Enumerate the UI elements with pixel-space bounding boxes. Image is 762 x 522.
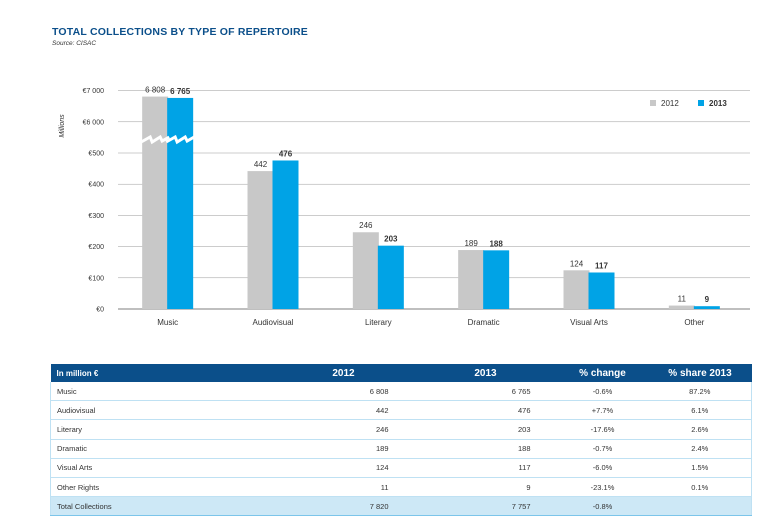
axis-break-mark: [165, 134, 195, 145]
table-cell: 0.1%: [648, 477, 752, 498]
data-label: 189: [464, 239, 478, 248]
y-tick-label: €100: [88, 275, 104, 282]
table-cell: 124: [272, 458, 415, 478]
y-tick-label: €500: [88, 151, 104, 158]
collections-table: In million € 2012 2013 % change % share …: [50, 364, 752, 517]
table-total-row: Total Collections 7 820 7 757 -0.8%: [50, 496, 752, 517]
x-tick-label: Music: [157, 318, 178, 327]
table-cell: 6 765: [414, 382, 557, 402]
bar-2013: [693, 306, 720, 309]
table-cell: 6.1%: [648, 400, 752, 421]
table-cell: +7.7%: [556, 400, 649, 421]
y-tick-label: €200: [88, 244, 104, 251]
table-header: In million €: [50, 364, 273, 382]
x-tick-label: Dramatic: [468, 318, 500, 327]
table-header: % change: [556, 364, 649, 382]
table-cell: Dramatic: [50, 439, 273, 459]
table-cell: 476: [414, 400, 557, 421]
x-tick-label: Audiovisual: [253, 318, 294, 327]
table-cell: Literary: [50, 419, 273, 440]
x-tick-label: Literary: [365, 318, 392, 327]
bar-2013: [588, 272, 615, 309]
data-label: 124: [570, 259, 584, 268]
legend-swatch-2012: [650, 100, 656, 106]
data-label: 476: [279, 149, 293, 158]
x-tick-label: Visual Arts: [570, 318, 608, 327]
table-cell: 7 757: [414, 496, 557, 517]
table-cell: 1.5%: [648, 458, 752, 478]
bar-2012: [142, 96, 169, 310]
table-cell: Audiovisual: [50, 400, 273, 421]
table-cell: 6 808: [272, 382, 415, 402]
data-label: 6 765: [170, 87, 191, 96]
y-tick-label: €0: [96, 307, 104, 314]
table-header: 2012: [272, 364, 415, 382]
table-cell: Other Rights: [50, 477, 273, 498]
legend-swatch-2013: [698, 100, 704, 106]
data-label: 442: [254, 160, 268, 169]
data-label: 117: [595, 261, 608, 270]
y-tick-label: €7 000: [83, 88, 105, 95]
table-cell: -0.6%: [556, 382, 649, 402]
table-row: Visual Arts 124 117 -6.0% 1.5%: [50, 458, 752, 478]
bar-2012: [563, 270, 590, 309]
table-row: Audiovisual 442 476 +7.7% 6.1%: [50, 400, 752, 421]
table-cell: 189: [272, 439, 415, 459]
bar-2013: [377, 245, 404, 309]
table-cell: 246: [272, 419, 415, 440]
axis-break-mark: [140, 134, 170, 145]
table-cell: -0.7%: [556, 439, 649, 459]
table-cell: 2.6%: [648, 419, 752, 440]
table-cell: 2.4%: [648, 439, 752, 459]
table-cell: 188: [414, 439, 557, 459]
table-cell: [648, 496, 752, 517]
table-row: Dramatic 189 188 -0.7% 2.4%: [50, 439, 752, 459]
table-cell: 87.2%: [648, 382, 752, 402]
bar-2013: [272, 160, 299, 309]
y-axis-title: Millions: [59, 114, 66, 138]
bar-2012: [352, 232, 379, 309]
y-tick-label: €6 000: [83, 119, 105, 126]
table-row: Other Rights 11 9 -23.1% 0.1%: [50, 477, 752, 498]
y-tick-label: €400: [88, 182, 104, 189]
table-cell: 203: [414, 419, 557, 440]
table-cell: Total Collections: [50, 496, 273, 517]
data-label: 246: [359, 221, 373, 230]
chart-source: Source: CISAC: [52, 40, 97, 47]
bar-2012: [668, 305, 695, 309]
chart-title: TOTAL COLLECTIONS BY TYPE OF REPERTOIRE: [52, 26, 308, 38]
table-cell: Music: [50, 382, 273, 402]
x-tick-label: Other: [684, 318, 704, 327]
table-row: Literary 246 203 -17.6% 2.6%: [50, 419, 752, 440]
table-cell: 117: [414, 458, 557, 478]
table-header: % share 2013: [648, 364, 752, 382]
table-cell: 11: [272, 477, 415, 498]
table-cell: 7 820: [272, 496, 415, 517]
y-tick-label: €300: [88, 213, 104, 220]
table-header: 2013: [414, 364, 557, 382]
table-cell: -6.0%: [556, 458, 649, 478]
table-cell: -0.8%: [556, 496, 649, 517]
legend-label-2013: 2013: [709, 99, 727, 108]
table-cell: -23.1%: [556, 477, 649, 498]
data-label: 9: [705, 295, 710, 304]
data-label: 203: [384, 235, 398, 244]
table-cell: 9: [414, 477, 557, 498]
bar-2013: [167, 97, 194, 309]
table-cell: 442: [272, 400, 415, 421]
bar-2012: [247, 171, 274, 309]
table-header-row: In million € 2012 2013 % change % share …: [50, 364, 752, 382]
table-row: Music 6 808 6 765 -0.6% 87.2%: [50, 382, 752, 402]
data-label: 6 808: [145, 86, 166, 95]
legend-label-2012: 2012: [661, 99, 679, 108]
bar-2012: [458, 250, 485, 309]
table-cell: Visual Arts: [50, 458, 273, 478]
bar-chart: €0 €100 €200 €300 €400 €500 €6 000 €7 000 Millio…: [59, 86, 750, 327]
data-label: 188: [489, 239, 503, 248]
bar-2013: [483, 250, 510, 309]
data-label: 11: [678, 295, 687, 304]
table-cell: -17.6%: [556, 419, 649, 440]
